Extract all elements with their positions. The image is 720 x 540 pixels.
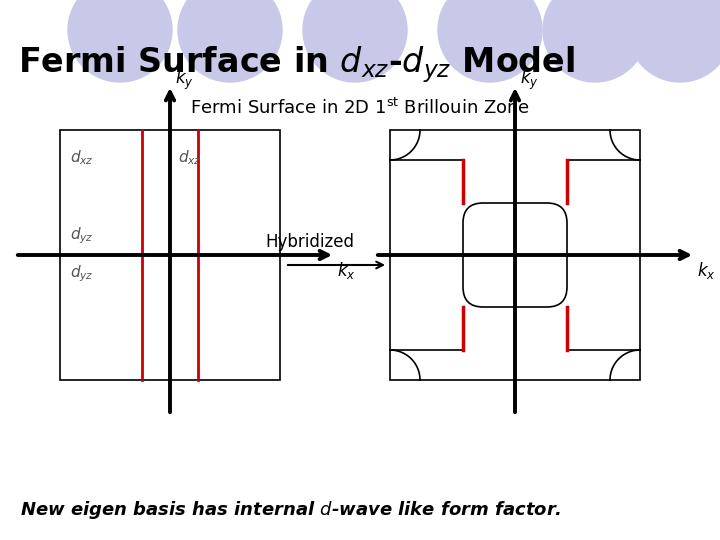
Text: Hybridized: Hybridized bbox=[266, 233, 354, 251]
Circle shape bbox=[178, 0, 282, 82]
Text: $d_{xz}$: $d_{xz}$ bbox=[178, 148, 202, 167]
Text: $k_x$: $k_x$ bbox=[697, 260, 716, 281]
Text: $d_{xz}$: $d_{xz}$ bbox=[70, 148, 94, 167]
Circle shape bbox=[628, 0, 720, 82]
Text: $d_{yz}$: $d_{yz}$ bbox=[70, 225, 94, 246]
Circle shape bbox=[68, 0, 172, 82]
Text: $k_x$: $k_x$ bbox=[337, 260, 356, 281]
Text: Fermi Surface in 2D 1$^{\mathrm{st}}$ Brillouin Zone: Fermi Surface in 2D 1$^{\mathrm{st}}$ Br… bbox=[190, 98, 530, 118]
Circle shape bbox=[303, 0, 407, 82]
Text: $d_{yz}$: $d_{yz}$ bbox=[70, 263, 94, 284]
Text: Fermi Surface in $d_{xz}$-$d_{yz}$ Model: Fermi Surface in $d_{xz}$-$d_{yz}$ Model bbox=[18, 45, 575, 85]
Bar bbox=[60, 130, 280, 380]
Bar bbox=[390, 130, 640, 380]
Text: $k_y$: $k_y$ bbox=[520, 68, 539, 92]
Circle shape bbox=[543, 0, 647, 82]
Circle shape bbox=[438, 0, 542, 82]
Text: $k_y$: $k_y$ bbox=[175, 68, 194, 92]
Text: New eigen basis has internal $d$-wave like form factor.: New eigen basis has internal $d$-wave li… bbox=[20, 499, 562, 521]
